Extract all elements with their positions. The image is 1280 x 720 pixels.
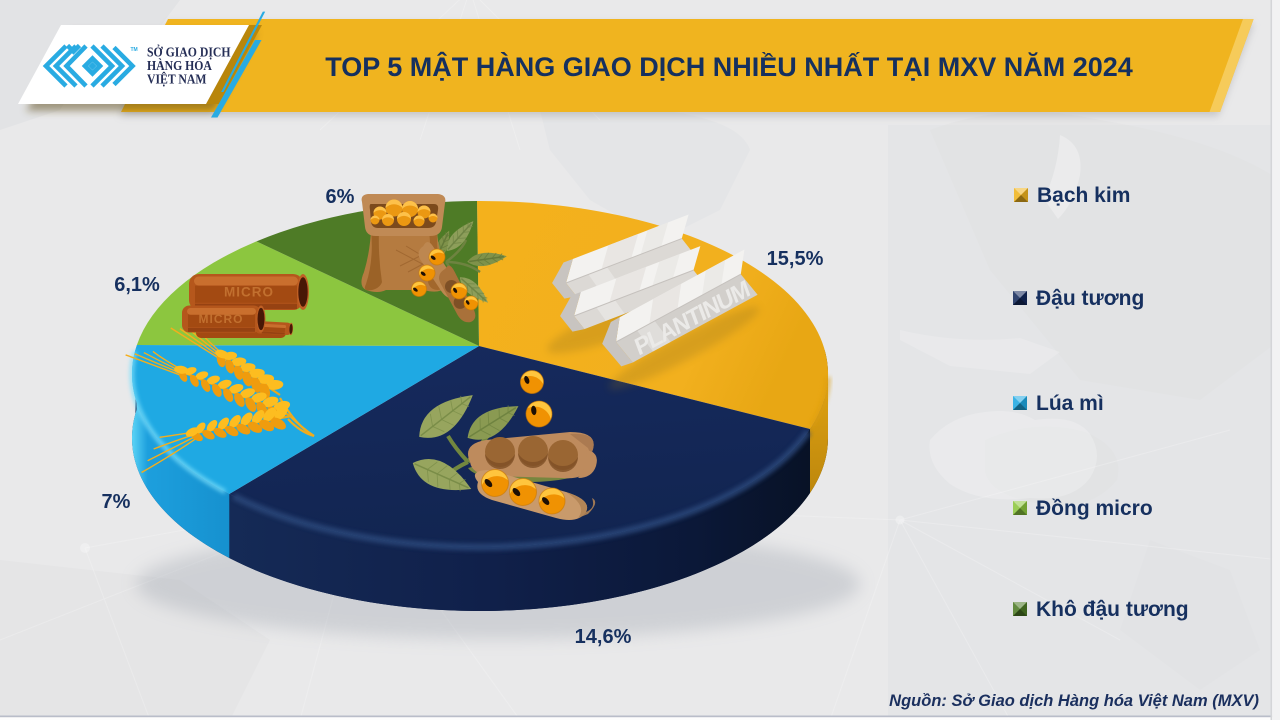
- svg-text:15,5%: 15,5%: [767, 248, 824, 270]
- svg-text:MICRO: MICRO: [199, 312, 244, 326]
- svg-text:Nguồn: Sở Giao dịch Hàng hóa V: Nguồn: Sở Giao dịch Hàng hóa Việt Nam (M…: [889, 692, 1259, 710]
- svg-text:TOP 5 MẬT HÀNG GIAO DỊCH NHIỀU: TOP 5 MẬT HÀNG GIAO DỊCH NHIỀU NHẤT TẠI …: [325, 51, 1133, 82]
- svg-text:Đậu tương: Đậu tương: [1036, 287, 1144, 310]
- svg-text:TM: TM: [131, 47, 138, 53]
- svg-text:6,1%: 6,1%: [114, 274, 160, 296]
- svg-text:SỞ GIAO DỊCH: SỞ GIAO DỊCH: [147, 44, 230, 60]
- svg-text:6%: 6%: [326, 186, 355, 208]
- svg-text:HÀNG HÓA: HÀNG HÓA: [147, 57, 213, 73]
- svg-text:14,6%: 14,6%: [575, 626, 632, 648]
- svg-text:VIỆT NAM: VIỆT NAM: [147, 71, 206, 87]
- svg-text:Lúa mì: Lúa mì: [1036, 392, 1104, 415]
- svg-text:MICRO: MICRO: [224, 285, 274, 300]
- svg-text:Đồng micro: Đồng micro: [1036, 497, 1153, 520]
- svg-text:Bạch kim: Bạch kim: [1037, 184, 1130, 207]
- svg-text:7%: 7%: [102, 491, 131, 513]
- svg-text:Khô đậu tương: Khô đậu tương: [1036, 598, 1189, 621]
